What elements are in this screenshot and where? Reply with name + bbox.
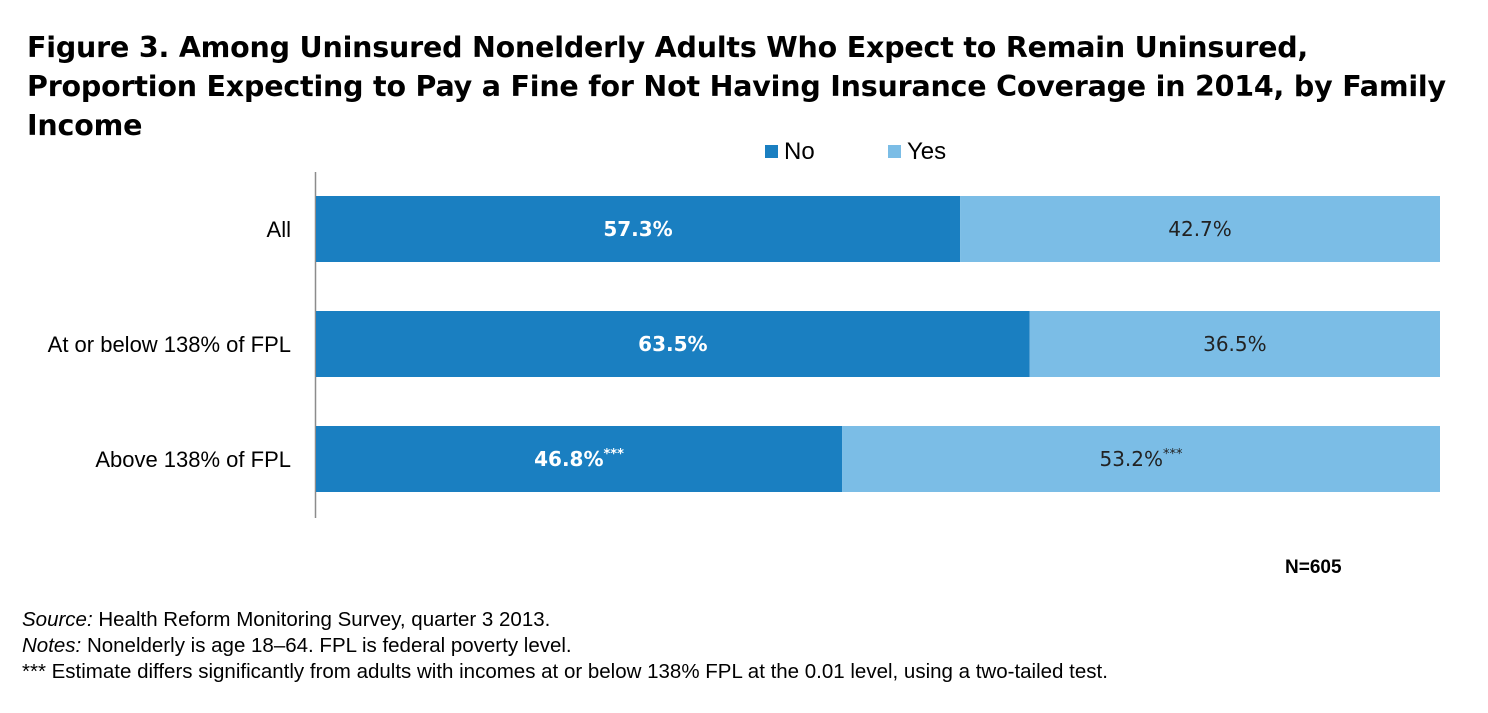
notes-line: Notes: Nonelderly is age 18–64. FPL is f… [22,633,1108,659]
sample-size-note: N=605 [1285,557,1342,578]
legend-label-yes: Yes [907,138,947,165]
data-label: 53.2%*** [1099,447,1183,471]
bar-segment-yes [1029,311,1440,377]
data-label: 46.8%*** [534,447,624,471]
bar-segment-no [316,311,1030,377]
data-label: 42.7% [1168,217,1232,241]
legend-swatch-yes [888,145,901,158]
significance-note: *** Estimate differs significantly from … [22,660,1108,683]
category-label: At or below 138% of FPL [48,332,291,357]
notes-label: Notes: [22,634,82,657]
bar-segment-no [316,196,961,262]
data-label: 57.3% [603,217,672,241]
source-text: Health Reform Monitoring Survey, quarter… [92,608,551,631]
bar-segment-yes [842,426,1440,492]
bar-segment-no [316,426,843,492]
bars-group [316,196,1440,492]
legend-swatch-no [765,145,778,158]
legend-item-no: No [765,138,815,166]
legend-label-no: No [784,138,815,165]
source-line: Source: Health Reform Monitoring Survey,… [22,607,1108,633]
category-labels: All At or below 138% of FPL Above 138% of … [48,217,291,472]
bar-segment-yes [960,196,1440,262]
notes-text: Nonelderly is age 18–64. FPL is federal … [81,634,572,657]
data-label: 36.5% [1203,332,1267,356]
footnotes: Source: Health Reform Monitoring Survey,… [22,607,1108,685]
legend-item-yes: Yes [888,138,946,166]
data-labels: 57.3% 42.7% 63.5% 36.5% 46.8%*** 53.2%*** [534,217,1267,471]
chart-title: Figure 3. Among Uninsured Nonelderly Adu… [27,31,1446,142]
category-label: All [267,217,291,242]
source-label: Source: [22,608,93,631]
data-label: 63.5% [638,332,707,356]
category-label: Above 138% of FPL [95,447,291,472]
